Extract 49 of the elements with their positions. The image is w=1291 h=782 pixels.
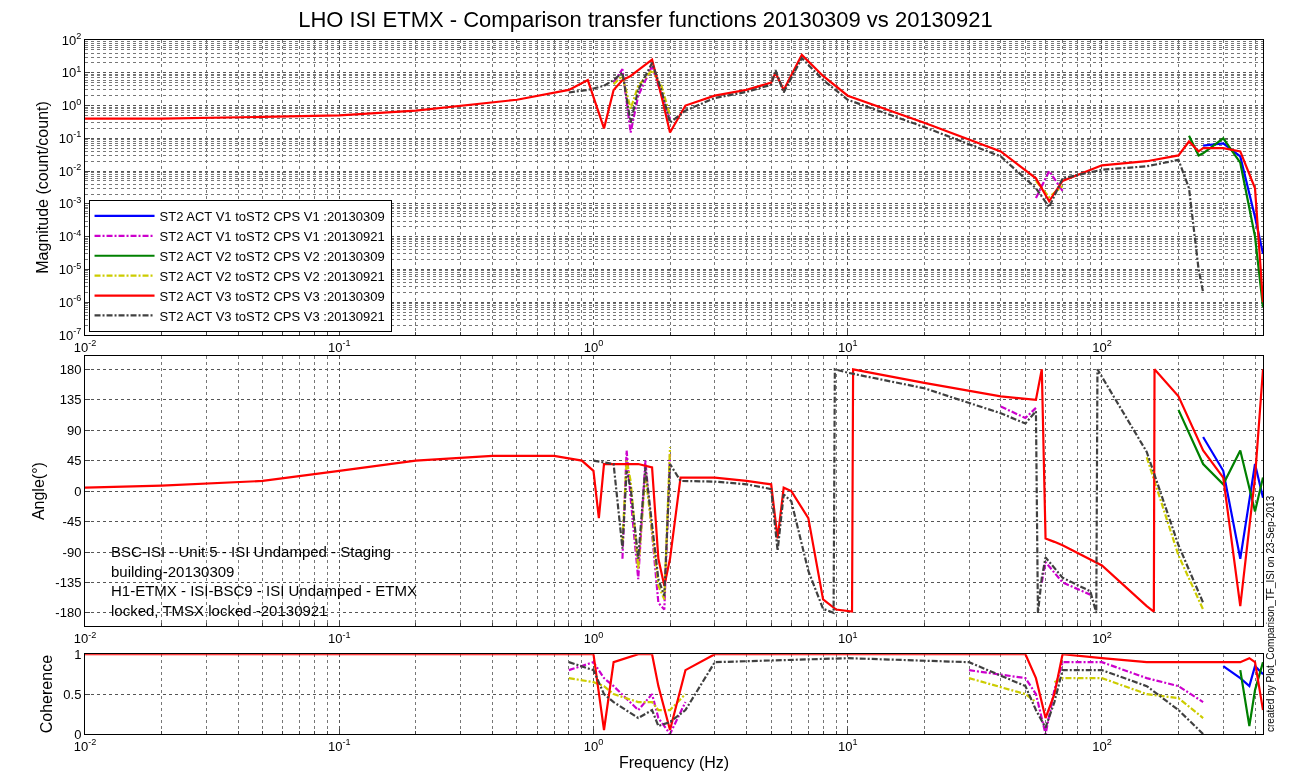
y-tick-label: 10$^{1}$ [61, 63, 82, 81]
y-tick-label: 10$^{-1}$ [58, 129, 82, 146]
x-tick-label: 10$^{1}$ [837, 737, 858, 754]
x-tick-label: 10$^{2}$ [1092, 338, 1112, 355]
x-tick-label: 10$^{1}$ [837, 629, 858, 647]
line-series [1239, 661, 1263, 728]
x-tick-label: 10$^{2}$ [1092, 737, 1112, 754]
x-tick-label: 10$^{0}$ [583, 338, 604, 355]
annotation: BSC-ISI - Unit 5 - ISI Undamped - Staging building-20130309 H1-ETMX - ISI-BSC9 - ISI Undamped - ETMX locked, TMSX locked -20130921 [111, 543, 417, 619]
legend-label: ST2 ACT V1 toST2 CPS V1 :20130309 [159, 209, 385, 225]
y-tick-label: 90 [66, 422, 82, 438]
y-tick-label: 1 [74, 646, 82, 662]
text: created by Plot_Comparison_TF_ISI on 23-Sep-2013 [1265, 495, 1276, 732]
y-tick-label: 45 [66, 453, 82, 469]
chart-title: LHO ISI ETMX - Comparison transfer functions 20130309 vs 20130921 [298, 7, 993, 33]
x-tick-label: 10$^{2}$ [1092, 629, 1112, 647]
y-tick-label: 135 [59, 392, 82, 408]
y-tick-label: 10$^{-6}$ [58, 293, 82, 310]
y-tick-label: 10$^{-5}$ [58, 260, 82, 277]
y-tick-label: 10$^{-4}$ [58, 227, 82, 245]
y-tick-label: 10$^{-7}$ [58, 326, 82, 343]
x-tick-label: 10$^{-1}$ [327, 629, 351, 647]
line-series [1222, 665, 1263, 688]
y-tick-label: 10$^{0}$ [61, 96, 82, 114]
y-axis-title: Magnitude (count/count) [33, 101, 51, 274]
x-tick-label: 10$^{-1}$ [327, 737, 351, 754]
y-tick-label: 0 [74, 483, 82, 499]
y-tick-label: 0.5 [63, 686, 82, 702]
x-tick-label: 10$^{1}$ [837, 338, 858, 355]
x-tick-label: 10$^{0}$ [583, 737, 604, 754]
legend-label: ST2 ACT V3 toST2 CPS V3 :20130921 [159, 308, 385, 324]
x-tick-label: 10$^{0}$ [583, 629, 604, 647]
legend-label: ST2 ACT V1 toST2 CPS V1 :20130921 [159, 228, 385, 244]
y-tick-label: 10$^{-3}$ [58, 194, 82, 212]
x-axis-title: Frequency (Hz) [618, 754, 730, 772]
y-tick-label: -45 [62, 514, 82, 530]
x-tick-label: 10$^{-1}$ [327, 338, 351, 355]
y-tick-label: 10$^{2}$ [61, 31, 82, 48]
y-tick-label: -135 [55, 575, 82, 590]
y-tick-label: 10$^{-2}$ [58, 162, 82, 179]
y-axis-title: Angle(°) [30, 462, 48, 521]
y-tick-label: -90 [62, 544, 82, 560]
legend-label: ST2 ACT V3 toST2 CPS V3 :20130309 [159, 288, 385, 304]
y-tick-label: 180 [59, 361, 82, 377]
y-tick-label: -180 [55, 605, 82, 621]
legend-label: ST2 ACT V2 toST2 CPS V2 :20130309 [159, 248, 385, 264]
legend-label: ST2 ACT V2 toST2 CPS V2 :20130921 [159, 268, 385, 284]
y-tick-label: 0 [74, 726, 82, 742]
y-axis-title: Coherence [38, 654, 56, 734]
